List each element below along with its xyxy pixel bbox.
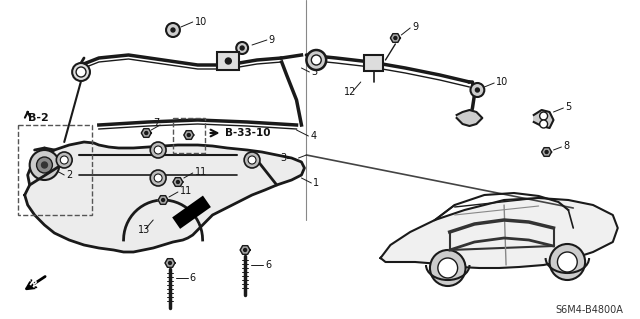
- Polygon shape: [141, 129, 151, 137]
- Circle shape: [311, 55, 321, 65]
- Text: B-2: B-2: [28, 113, 49, 123]
- Circle shape: [171, 28, 175, 32]
- Circle shape: [162, 198, 164, 202]
- Text: FR.: FR.: [22, 276, 41, 293]
- Circle shape: [60, 156, 68, 164]
- Polygon shape: [184, 131, 194, 139]
- Circle shape: [154, 146, 162, 154]
- Circle shape: [394, 36, 397, 40]
- Bar: [173, 118, 205, 153]
- Text: 2: 2: [66, 170, 72, 180]
- Text: 3—: 3—: [281, 153, 296, 163]
- Circle shape: [150, 142, 166, 158]
- Text: 12: 12: [344, 87, 356, 97]
- Circle shape: [72, 63, 90, 81]
- Circle shape: [540, 120, 548, 128]
- Circle shape: [36, 157, 52, 173]
- Circle shape: [550, 244, 585, 280]
- Text: 7: 7: [153, 118, 159, 128]
- Bar: [172, 196, 211, 229]
- Circle shape: [166, 23, 180, 37]
- Polygon shape: [25, 142, 305, 252]
- Polygon shape: [165, 259, 175, 267]
- Polygon shape: [381, 198, 618, 268]
- Circle shape: [145, 131, 148, 135]
- Polygon shape: [240, 246, 250, 254]
- Circle shape: [476, 88, 479, 92]
- Text: B-33-10: B-33-10: [225, 128, 271, 138]
- Polygon shape: [534, 110, 554, 128]
- Text: 13: 13: [138, 225, 150, 235]
- Circle shape: [240, 46, 244, 50]
- Circle shape: [177, 181, 179, 183]
- Circle shape: [307, 50, 326, 70]
- Text: 11: 11: [195, 167, 207, 177]
- Circle shape: [430, 250, 465, 286]
- Circle shape: [470, 83, 484, 97]
- Circle shape: [438, 258, 458, 278]
- Text: 6: 6: [190, 273, 196, 283]
- Text: 11: 11: [180, 186, 192, 196]
- Polygon shape: [457, 110, 483, 126]
- Text: 9: 9: [412, 22, 419, 32]
- Circle shape: [42, 162, 47, 168]
- Text: 3: 3: [311, 67, 317, 77]
- Text: S6M4-B4800A: S6M4-B4800A: [556, 305, 623, 315]
- Text: 5: 5: [565, 102, 572, 112]
- Circle shape: [56, 152, 72, 168]
- Circle shape: [244, 249, 246, 251]
- Circle shape: [29, 150, 60, 180]
- Circle shape: [248, 156, 256, 164]
- Bar: [18, 125, 92, 215]
- Text: 1: 1: [314, 178, 319, 188]
- Circle shape: [154, 174, 162, 182]
- Text: 6: 6: [265, 260, 271, 270]
- Bar: [364, 55, 383, 71]
- Text: 9: 9: [269, 35, 275, 45]
- Text: 4: 4: [310, 131, 317, 141]
- Circle shape: [150, 170, 166, 186]
- Circle shape: [557, 252, 577, 272]
- Circle shape: [545, 151, 548, 153]
- Text: 8: 8: [563, 141, 570, 151]
- Polygon shape: [173, 178, 183, 186]
- Circle shape: [244, 152, 260, 168]
- Circle shape: [225, 58, 231, 64]
- Bar: [218, 52, 239, 70]
- Circle shape: [168, 262, 172, 264]
- Polygon shape: [541, 148, 552, 156]
- Circle shape: [188, 133, 190, 137]
- Circle shape: [76, 67, 86, 77]
- Polygon shape: [390, 34, 400, 42]
- Text: 10: 10: [496, 77, 508, 87]
- Circle shape: [236, 42, 248, 54]
- Text: 10: 10: [195, 17, 207, 27]
- Circle shape: [540, 112, 548, 120]
- Polygon shape: [158, 196, 168, 204]
